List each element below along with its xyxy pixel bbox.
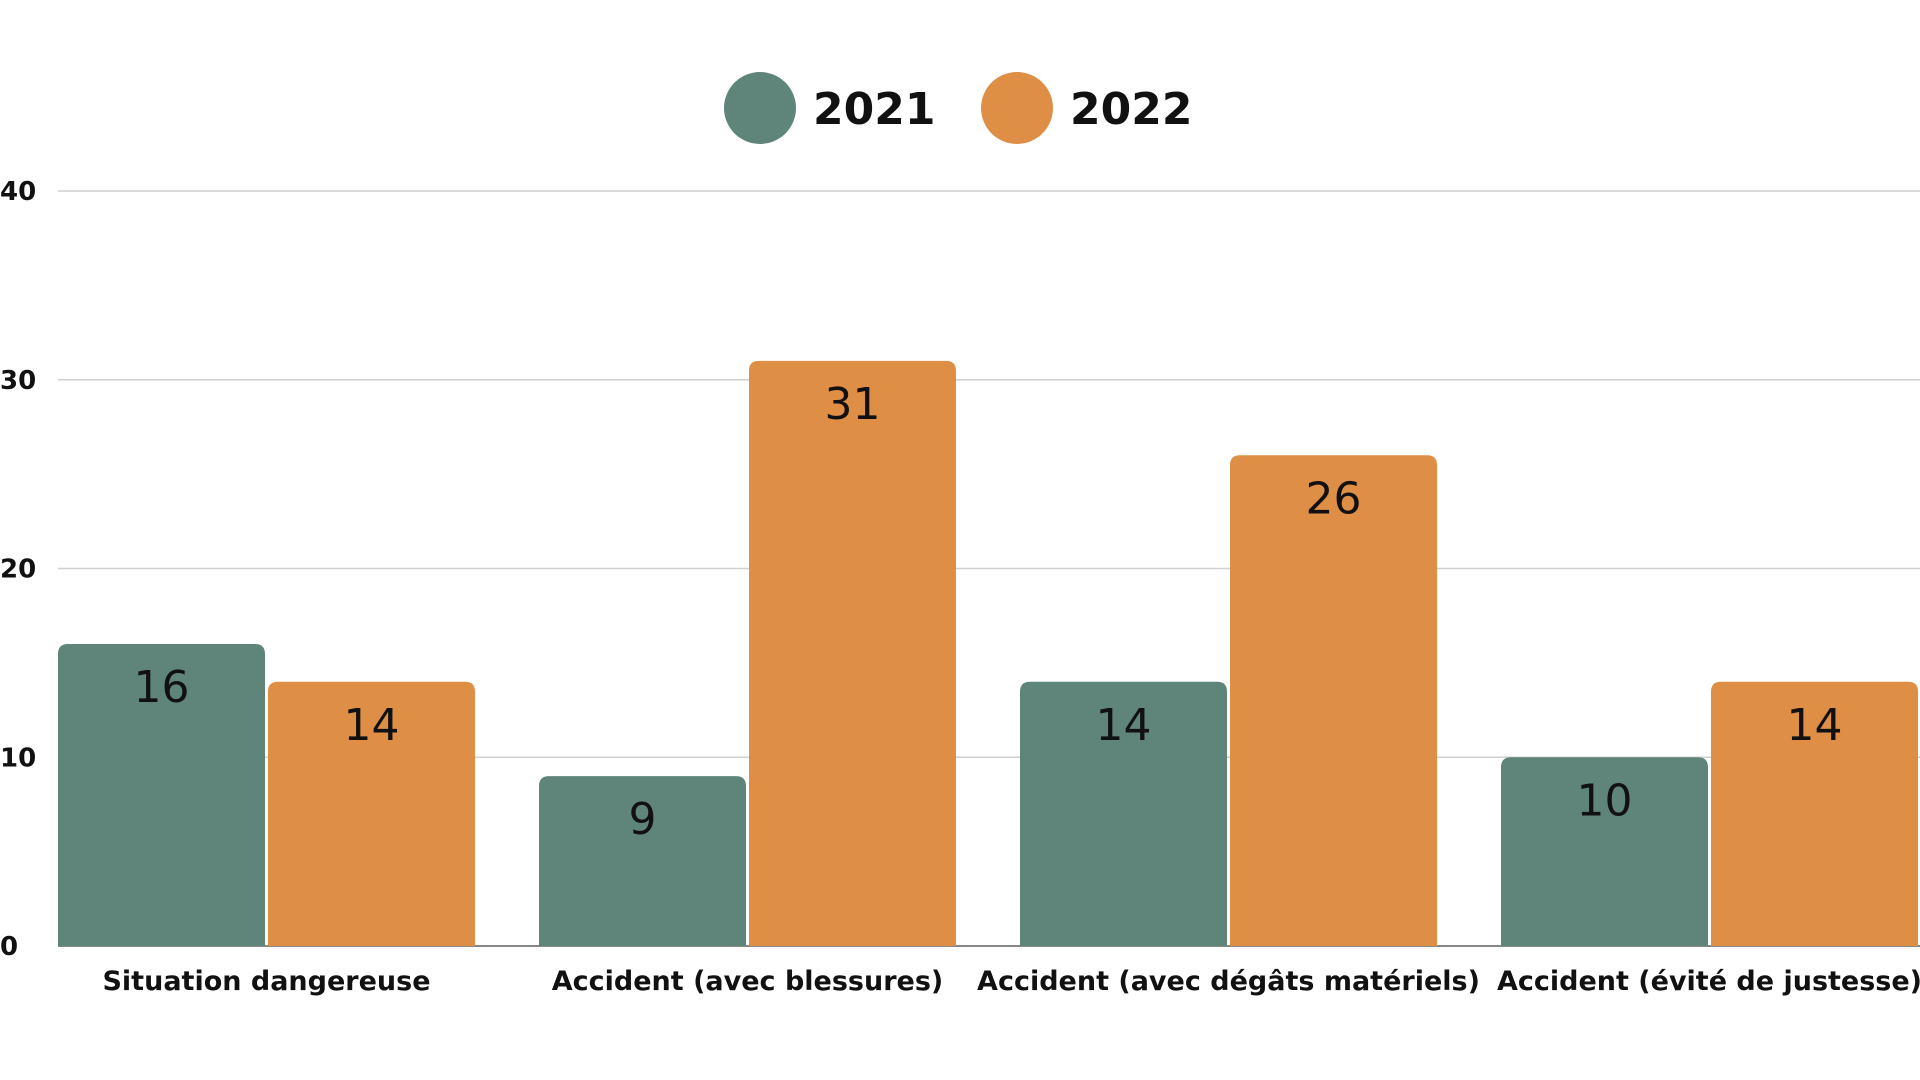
bar-2021-3 <box>1501 757 1708 946</box>
data-label-2021-2: 14 <box>1096 700 1152 751</box>
y-tick-label: 10 <box>0 743 36 773</box>
legend-swatch-2022 <box>981 72 1053 144</box>
data-label-2021-0: 16 <box>134 662 190 713</box>
bar-2022-2 <box>1230 455 1437 946</box>
y-axis-ticks: 0 10 20 30 40 <box>0 177 36 962</box>
x-tick-label: Accident (évité de justesse) <box>1497 966 1920 997</box>
x-tick-label: Situation dangereuse <box>102 966 430 997</box>
x-axis-labels: Situation dangereuse Accident (avec bless… <box>102 966 1920 997</box>
x-tick-label: Accident (avec blessures) <box>552 966 944 997</box>
data-label-2022-1: 31 <box>825 379 881 430</box>
y-tick-label: 40 <box>0 177 36 207</box>
legend-label-2022: 2022 <box>1070 84 1192 135</box>
data-labels: 16 14 9 31 14 26 10 14 <box>134 379 1843 845</box>
legend: 2021 2022 <box>724 72 1192 144</box>
bar-2021-0 <box>58 644 265 946</box>
x-tick-label: Accident (avec dégâts matériels) <box>977 966 1480 997</box>
data-label-2022-0: 14 <box>344 700 400 751</box>
bar-2022-0 <box>268 681 475 946</box>
y-tick-label: 20 <box>0 555 36 585</box>
y-tick-label: 0 <box>0 932 18 962</box>
bars <box>58 360 1918 946</box>
data-label-2022-2: 26 <box>1306 473 1362 524</box>
bar-2021-2 <box>1020 681 1227 946</box>
data-label-2021-1: 9 <box>629 794 657 845</box>
data-label-2022-3: 14 <box>1787 700 1843 751</box>
bar-2022-3 <box>1711 681 1918 946</box>
data-label-2021-3: 10 <box>1577 775 1633 826</box>
bar-2021-1 <box>539 776 746 946</box>
y-tick-label: 30 <box>0 366 36 396</box>
legend-swatch-2021 <box>724 72 796 144</box>
bar-2022-1 <box>749 360 956 946</box>
legend-label-2021: 2021 <box>813 84 935 135</box>
